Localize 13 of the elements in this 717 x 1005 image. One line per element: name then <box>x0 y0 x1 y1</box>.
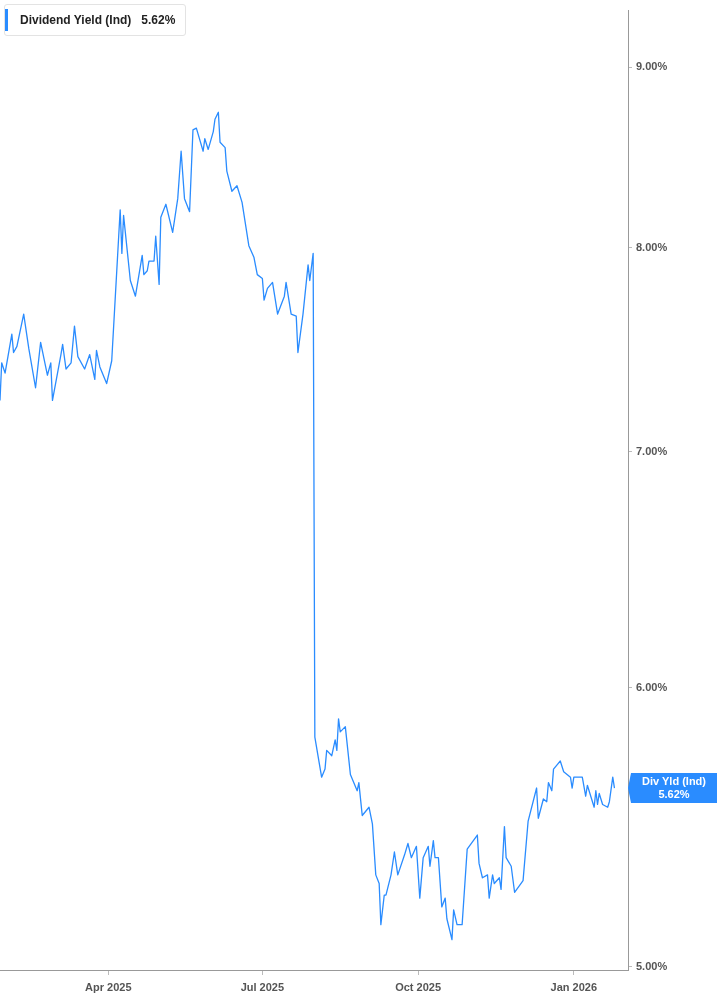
y-tick-label: 5.00% <box>636 959 668 972</box>
y-tick-label: 9.00% <box>636 60 668 73</box>
annotation: Div Yld (Ind) <box>642 774 707 787</box>
x-tick-label: Apr 2025 <box>85 980 132 993</box>
y-tick-label: 7.00% <box>636 445 668 458</box>
x-tick-label: Oct 2025 <box>395 980 442 993</box>
legend-label: Dividend Yield (Ind) <box>20 13 132 27</box>
y-tick-label: 6.00% <box>636 680 668 693</box>
x-tick-label: Jul 2025 <box>240 980 285 993</box>
text: 5.62% <box>658 787 690 800</box>
x-tick-label: Jan 2026 <box>550 980 598 993</box>
annotation: 5.62% <box>141 13 176 27</box>
y-tick-label: 8.00% <box>636 240 668 253</box>
